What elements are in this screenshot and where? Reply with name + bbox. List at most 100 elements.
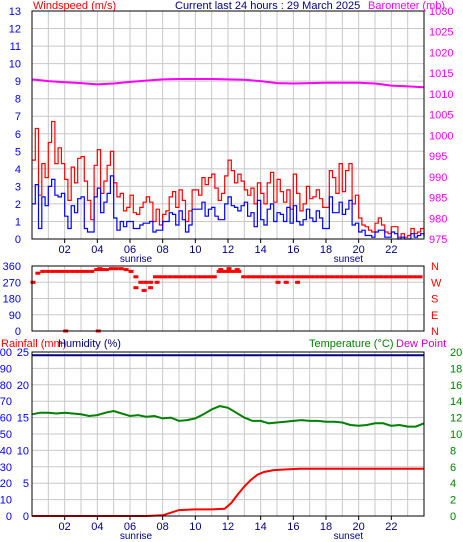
rain-tick-label: 15 xyxy=(17,413,29,425)
direction-point xyxy=(172,275,176,279)
direction-point xyxy=(189,275,193,279)
direction-point xyxy=(417,275,421,279)
rain-tick-label: 20 xyxy=(17,380,29,392)
hour-tick-label: 08 xyxy=(157,521,169,533)
direction-point xyxy=(199,275,203,279)
windspeed-tick-label: 5 xyxy=(15,146,21,158)
windspeed-gust-line xyxy=(32,120,425,238)
direction-point xyxy=(162,275,166,279)
direction-point xyxy=(329,275,333,279)
humidity-tick-label: 30 xyxy=(0,462,12,474)
hour-tick-label: 02 xyxy=(59,521,71,533)
direction-point xyxy=(174,275,178,279)
direction-point xyxy=(358,275,362,279)
direction-point xyxy=(360,275,364,279)
temperature-tick-label: 4 xyxy=(450,478,456,490)
direction-point xyxy=(40,269,44,273)
direction-point xyxy=(243,275,247,279)
direction-point xyxy=(99,267,103,271)
temperature-tick-labels: 0 2 4 6 8 10 12 14 16 18 20 xyxy=(450,347,462,523)
windspeed-tick-label: 12 xyxy=(9,24,21,36)
windspeed-tick-label: 3 xyxy=(15,181,21,193)
direction-point xyxy=(135,275,139,279)
windspeed-tick-label: 0 xyxy=(15,234,21,246)
direction-point xyxy=(231,269,235,273)
direction-point xyxy=(74,269,78,273)
direction-point xyxy=(400,275,403,279)
direction-point xyxy=(108,267,112,271)
barometer-tick-label: 1005 xyxy=(429,110,453,122)
direction-point xyxy=(407,275,411,279)
direction-point xyxy=(272,275,276,279)
windspeed-average-line xyxy=(32,175,425,240)
windspeed-axis-title: Windspeed (m/s) xyxy=(33,0,116,12)
direction-point xyxy=(184,275,188,279)
direction-point xyxy=(292,275,296,279)
direction-point xyxy=(204,275,207,279)
barometer-tick-label: 1025 xyxy=(429,27,453,39)
direction-point xyxy=(262,275,266,279)
direction-degree-label: 270 xyxy=(3,277,21,289)
humidity-tick-label: 60 xyxy=(0,413,12,425)
direction-point xyxy=(123,268,127,272)
direction-point xyxy=(270,275,274,279)
temperature-tick-label: 12 xyxy=(450,413,462,425)
temperature-line xyxy=(31,405,425,428)
direction-point xyxy=(383,275,387,279)
direction-point xyxy=(257,275,261,279)
direction-point xyxy=(283,280,287,284)
direction-point xyxy=(331,275,335,279)
direction-point xyxy=(255,275,259,279)
direction-point xyxy=(76,269,80,273)
direction-point xyxy=(326,275,330,279)
direction-point xyxy=(177,275,181,279)
direction-point xyxy=(373,275,377,279)
windspeed-tick-label: 13 xyxy=(9,6,21,18)
direction-point xyxy=(150,280,154,284)
direction-point xyxy=(115,267,119,271)
direction-point xyxy=(267,275,271,279)
hour-tick-label: 16 xyxy=(287,244,299,256)
temperature-tick-label: 0 xyxy=(450,511,456,523)
direction-point xyxy=(55,269,58,273)
direction-point xyxy=(42,269,46,273)
direction-point xyxy=(155,275,158,279)
humidity-tick-label: 0 xyxy=(6,511,12,523)
humidity-tick-label: 20 xyxy=(0,478,12,490)
direction-point xyxy=(355,275,359,279)
rainfall-axis-title: Rainfall (mm) xyxy=(1,338,66,350)
direction-point xyxy=(133,275,137,279)
direction-point xyxy=(346,275,350,279)
direction-point xyxy=(167,275,171,279)
hour-tick-label: 10 xyxy=(189,244,201,256)
temperature-tick-label: 18 xyxy=(450,363,462,375)
direction-point xyxy=(211,275,215,279)
direction-point xyxy=(148,286,152,290)
direction-point xyxy=(228,267,232,271)
rain-tick-label: 10 xyxy=(17,445,29,457)
direction-point xyxy=(390,275,394,279)
direction-point xyxy=(32,280,36,284)
temperature-tick-label: 20 xyxy=(450,347,462,359)
humidity-axis-title: Humidity (%) xyxy=(58,338,121,350)
direction-point xyxy=(50,269,54,273)
direction-point xyxy=(304,275,308,279)
sunset-label-bottom: sunset xyxy=(334,531,364,542)
direction-degree-label: 360 xyxy=(3,261,21,273)
direction-point xyxy=(94,268,98,272)
direction-point xyxy=(419,275,423,279)
temperature-tick-label: 6 xyxy=(450,462,456,474)
direction-point xyxy=(153,275,156,279)
barometer-axis-title: Barometer (mb) xyxy=(368,0,445,12)
direction-point xyxy=(275,275,279,279)
direction-point xyxy=(280,275,284,279)
direction-point xyxy=(187,275,191,279)
hour-tick-label: 14 xyxy=(255,244,267,256)
direction-point xyxy=(113,267,117,271)
direction-point xyxy=(66,269,70,273)
sunrise-label-bottom: sunrise xyxy=(120,531,153,542)
hour-tick-label: 02 xyxy=(59,244,71,256)
direction-point xyxy=(226,269,230,273)
direction-compass-label: S xyxy=(431,294,438,306)
